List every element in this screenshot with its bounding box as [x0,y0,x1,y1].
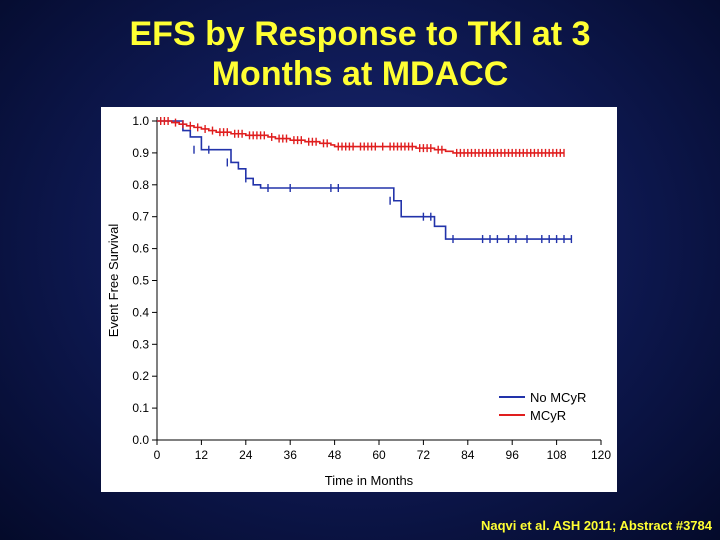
y-tick-label: 0.2 [132,369,149,383]
y-tick-label: 0.1 [132,401,149,415]
chart-legend: No MCyR MCyR [499,390,586,423]
legend-label-mcyr: MCyR [530,408,566,423]
x-tick-label: 24 [239,448,253,462]
y-tick-label: 0.5 [132,274,149,288]
x-tick-label: 36 [284,448,298,462]
slide-title-line-2: Months at MDACC [211,55,509,93]
x-tick-label: 96 [506,448,520,462]
km-chart: 0 12 24 36 48 60 72 84 96 108 120 0.0 0.1 0.2 0.3 0.4 0.… [106,114,611,488]
km-chart-panel: 0 12 24 36 48 60 72 84 96 108 120 0.0 0.1 0.2 0.3 0.4 0.… [101,107,617,492]
series-line-mcyr [157,120,564,154]
x-tick-label: 48 [328,448,342,462]
slide-title: EFS by Response to TKI at 3 Months at MD… [0,14,720,94]
x-tick-label: 12 [195,448,209,462]
y-tick-label: 0.9 [132,146,149,160]
y-tick-label: 0.6 [132,242,149,256]
y-tick-label: 0.8 [132,178,149,192]
series-line-no-mcyr [157,120,572,240]
chart-axes: 0 12 24 36 48 60 72 84 96 108 120 0.0 0.1 0.2 0.3 0.4 0.… [132,114,611,462]
x-tick-label: 84 [461,448,475,462]
x-axis-label: Time in Months [325,473,414,488]
y-tick-label: 0.7 [132,210,149,224]
slide-title-line-1: EFS by Response to TKI at 3 [129,15,591,53]
x-tick-label: 60 [372,448,386,462]
y-tick-label: 0.3 [132,337,149,351]
legend-label-no-mcyr: No MCyR [530,390,586,405]
y-tick-label: 1.0 [132,114,149,128]
y-tick-label: 0.4 [132,305,149,319]
citation: Naqvi et al. ASH 2011; Abstract #3784 [481,518,712,533]
y-axis-label: Event Free Survival [106,224,121,338]
chart-series-layer [157,117,573,244]
x-tick-label: 108 [547,448,567,462]
x-tick-label: 0 [154,448,161,462]
y-tick-label: 0.0 [132,433,149,447]
x-tick-label: 72 [417,448,431,462]
x-tick-label: 120 [591,448,611,462]
